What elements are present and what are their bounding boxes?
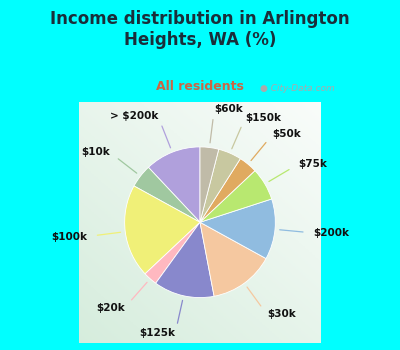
Wedge shape (200, 149, 240, 222)
Wedge shape (200, 147, 219, 222)
Text: $150k: $150k (245, 113, 281, 122)
Text: $75k: $75k (298, 159, 327, 169)
Text: $20k: $20k (96, 303, 125, 313)
Text: $50k: $50k (273, 130, 302, 139)
Text: $200k: $200k (314, 228, 350, 238)
Wedge shape (200, 199, 275, 259)
Wedge shape (200, 159, 255, 222)
Text: $30k: $30k (267, 309, 296, 320)
Wedge shape (125, 186, 200, 274)
Wedge shape (145, 222, 200, 283)
Text: $10k: $10k (81, 147, 110, 158)
Text: $100k: $100k (51, 232, 87, 242)
Text: $60k: $60k (214, 104, 243, 114)
Text: $125k: $125k (139, 329, 175, 338)
Wedge shape (200, 171, 272, 222)
Wedge shape (148, 147, 200, 222)
Text: All residents: All residents (156, 79, 244, 93)
Text: Income distribution in Arlington
Heights, WA (%): Income distribution in Arlington Heights… (50, 10, 350, 49)
Wedge shape (200, 222, 266, 296)
Text: ● City-Data.com: ● City-Data.com (260, 84, 335, 93)
Wedge shape (156, 222, 214, 298)
Wedge shape (134, 167, 200, 222)
Text: > $200k: > $200k (110, 111, 158, 121)
